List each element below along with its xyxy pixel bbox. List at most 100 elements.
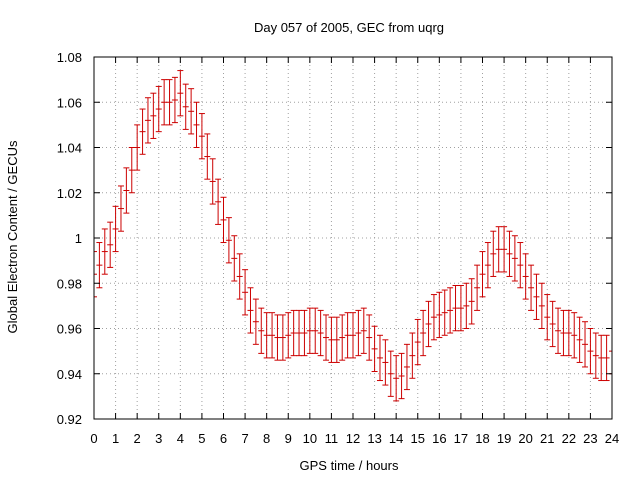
error-bar-point [107,221,114,268]
error-bar-point [549,300,556,348]
error-bar-point [155,85,162,133]
error-bar-point [328,316,335,363]
error-bar-point [247,287,254,334]
error-bar-point [285,312,292,359]
x-tick-label: 8 [263,431,270,446]
y-tick-label: 1.02 [57,186,82,201]
y-tick-label: 1.08 [57,50,82,65]
error-bar-point [393,355,400,402]
x-tick-label: 15 [411,431,425,446]
error-bar-point [252,298,259,345]
error-bar-point [598,334,605,382]
error-bar-point [144,97,151,144]
x-tick-label: 16 [432,431,446,446]
error-bar-point [220,196,227,244]
x-tick-label: 23 [583,431,597,446]
error-bar-point [484,242,491,289]
error-bar-point [474,264,481,311]
y-tick-label: 0.96 [57,322,82,337]
error-bar-point [209,158,216,205]
error-bar-point [592,332,599,379]
error-bar-point [436,291,443,339]
y-tick-label: 1.06 [57,95,82,110]
error-bar-point [511,235,518,282]
error-bar-point [193,101,200,148]
y-axis-label: Global Electron Content / GECUs [5,140,20,333]
grid-lines [94,57,612,419]
error-bar-point [463,282,470,329]
error-bar-point [457,285,464,332]
error-bar-point [339,314,346,361]
error-bar-series [93,70,613,402]
error-bar-point [242,269,249,316]
error-bar-point [544,294,551,341]
error-bar-point [236,253,243,300]
error-bar-point [371,325,378,372]
error-bar-point [258,307,265,354]
y-tick-label: 0.92 [57,412,82,427]
error-bar-point [382,339,389,386]
error-bar-point [441,289,448,336]
error-bar-point [360,307,367,354]
error-bar-point [344,312,351,359]
x-axis-label: GPS time / hours [300,458,399,473]
x-tick-label: 5 [198,431,205,446]
error-bar-point [301,309,308,357]
error-bar-point [188,88,195,135]
error-bar-point [560,309,567,357]
error-bar-point [204,133,211,180]
error-bar-point [414,318,421,366]
x-tick-label: 14 [389,431,403,446]
x-tick-label: 13 [367,431,381,446]
error-bar-point [112,205,119,253]
error-bar-point [269,312,276,359]
error-bar-point [274,314,281,361]
x-tick-label: 9 [285,431,292,446]
error-bar-point [150,92,157,139]
x-tick-label: 0 [90,431,97,446]
error-bar-point [279,314,286,361]
error-bar-point [198,113,205,160]
error-bar-point [225,217,232,264]
x-tick-label: 17 [454,431,468,446]
x-tick-label: 10 [303,431,317,446]
error-bar-point [182,83,189,130]
error-bar-point [215,178,222,225]
error-bar-point [447,287,454,334]
error-bar-point [495,226,502,273]
x-tick-label: 3 [155,431,162,446]
x-tick-label: 12 [346,431,360,446]
chart-title: Day 057 of 2005, GEC from uqrg [254,20,444,35]
error-bar-point [430,294,437,341]
error-bar-point [296,309,303,357]
error-bar-point [161,79,168,126]
error-bar-point [312,307,319,354]
x-tick-label: 4 [177,431,184,446]
error-bar-point [139,108,146,155]
error-bar-point [403,343,410,391]
error-bar-point [134,124,141,171]
error-bar-point [517,242,524,289]
x-tick-label: 19 [497,431,511,446]
error-bar-point [425,300,432,348]
y-tick-label: 0.98 [57,276,82,291]
error-bar-point [355,309,362,357]
error-bar-point [506,230,513,277]
error-bar-point [376,334,383,382]
x-tick-label: 1 [112,431,119,446]
error-bar-point [533,273,540,320]
error-bar-point [387,350,394,397]
error-bar-point [409,332,416,379]
x-tick-label: 11 [325,431,339,446]
error-bar-point [123,167,130,214]
error-bar-point [306,307,313,354]
y-tick-label: 1.04 [57,141,82,156]
error-bar-point [231,235,238,282]
error-bar-point [366,314,373,361]
x-tick-label: 24 [605,431,619,446]
error-bar-point [565,309,572,357]
error-bar-point [101,228,108,275]
x-tick-label: 2 [134,431,141,446]
error-bar-point [333,316,340,363]
error-bar-point [171,76,178,124]
